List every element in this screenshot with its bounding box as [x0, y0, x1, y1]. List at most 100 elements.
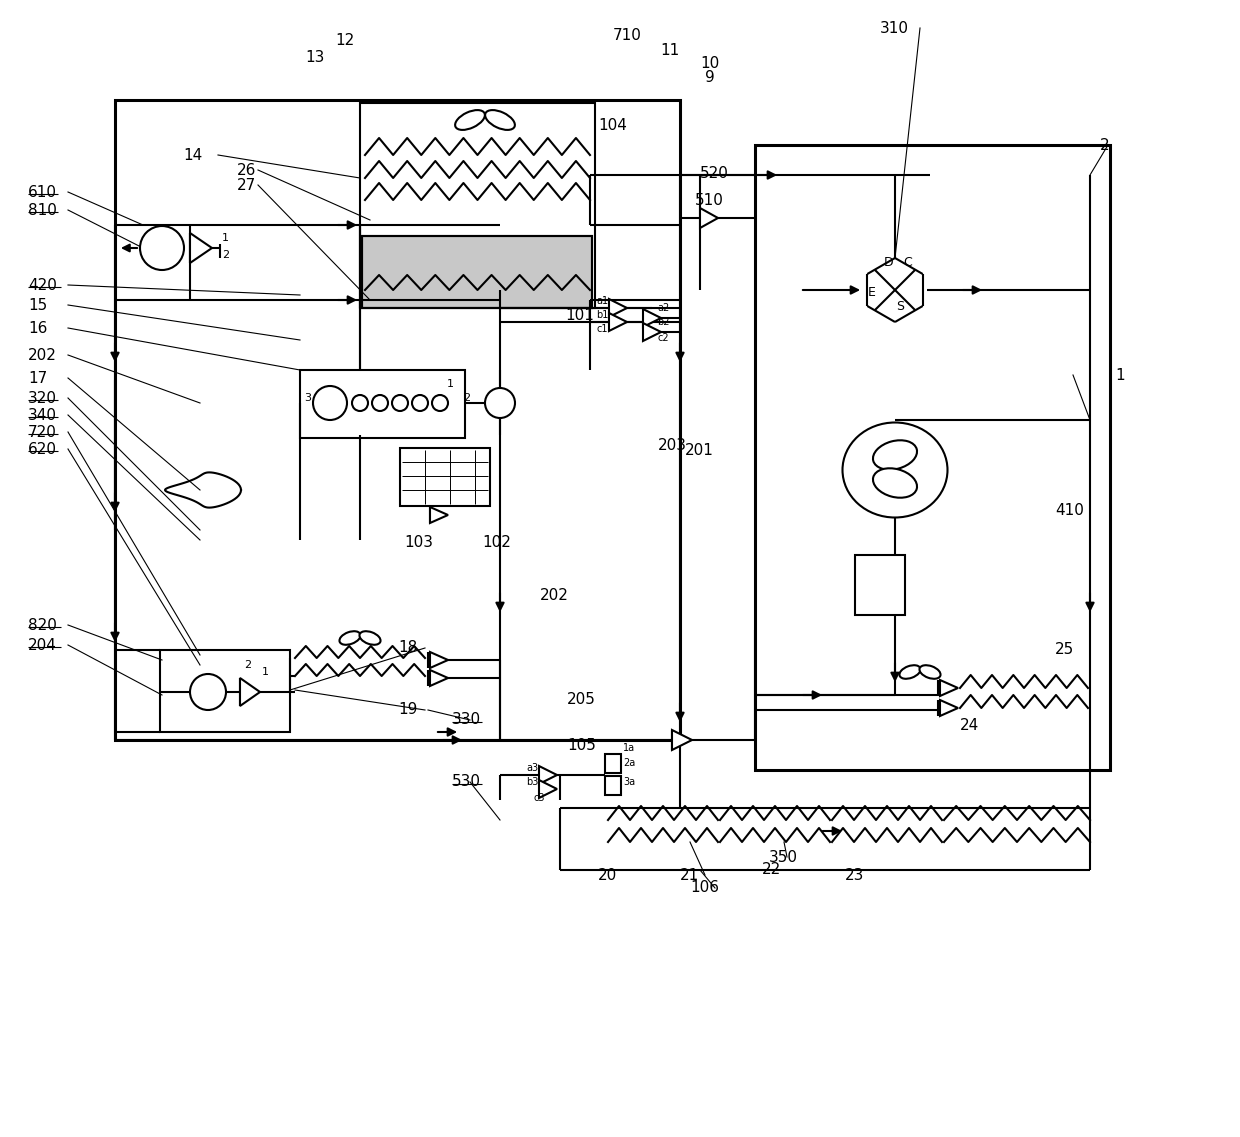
Text: a3: a3: [526, 763, 538, 773]
Text: 2a: 2a: [622, 758, 635, 767]
Polygon shape: [609, 313, 627, 331]
Text: c1: c1: [596, 324, 608, 334]
Text: 3: 3: [304, 393, 311, 402]
Circle shape: [190, 674, 226, 709]
Polygon shape: [430, 652, 448, 669]
Polygon shape: [539, 766, 557, 785]
Text: 27: 27: [237, 177, 257, 192]
Text: 310: 310: [880, 20, 909, 35]
Text: 104: 104: [598, 117, 627, 133]
Ellipse shape: [455, 110, 485, 130]
Text: C: C: [903, 256, 911, 268]
Text: 320: 320: [29, 390, 57, 406]
Text: 22: 22: [763, 863, 781, 878]
Text: 24: 24: [960, 717, 980, 732]
Circle shape: [140, 226, 184, 269]
Polygon shape: [672, 730, 692, 750]
Text: 14: 14: [184, 148, 202, 163]
Ellipse shape: [873, 468, 918, 498]
Text: b2: b2: [657, 317, 670, 327]
Text: S: S: [897, 299, 904, 313]
Text: 16: 16: [29, 321, 47, 335]
Text: 13: 13: [305, 50, 325, 65]
Circle shape: [372, 395, 388, 410]
Circle shape: [485, 388, 515, 418]
Text: 203: 203: [658, 438, 687, 453]
Text: 610: 610: [29, 184, 57, 199]
Text: 202: 202: [539, 588, 569, 603]
Text: 101: 101: [565, 307, 594, 323]
Bar: [160, 650, 290, 732]
Text: 2: 2: [1100, 138, 1110, 152]
Text: 350: 350: [769, 849, 799, 864]
Text: 810: 810: [29, 202, 57, 217]
Text: 510: 510: [694, 192, 724, 207]
Circle shape: [352, 395, 368, 410]
Text: 11: 11: [660, 42, 680, 58]
Text: 26: 26: [237, 163, 257, 177]
Text: 20: 20: [598, 868, 618, 882]
Text: 820: 820: [29, 617, 57, 632]
Text: 1: 1: [446, 379, 454, 389]
Bar: [401, 448, 490, 506]
Circle shape: [392, 395, 408, 410]
Text: 340: 340: [29, 407, 57, 423]
Text: 1: 1: [262, 667, 269, 677]
Circle shape: [312, 385, 347, 420]
Bar: [755, 146, 1110, 770]
Polygon shape: [190, 233, 212, 263]
Text: 21: 21: [680, 868, 699, 882]
Text: 25: 25: [1055, 642, 1074, 657]
Text: 102: 102: [482, 534, 511, 549]
Text: 18: 18: [398, 640, 417, 656]
Text: 15: 15: [29, 298, 47, 313]
Ellipse shape: [485, 110, 515, 130]
Text: 1a: 1a: [622, 742, 635, 753]
Ellipse shape: [920, 665, 940, 679]
Ellipse shape: [873, 440, 918, 470]
Circle shape: [412, 395, 428, 410]
Text: 330: 330: [453, 713, 481, 728]
Text: 1: 1: [1115, 367, 1125, 382]
Text: 10: 10: [701, 56, 719, 70]
Text: 17: 17: [29, 371, 47, 385]
Polygon shape: [430, 507, 448, 523]
Bar: [605, 775, 621, 795]
Bar: [856, 555, 905, 615]
Text: 520: 520: [701, 166, 729, 181]
Text: 710: 710: [613, 27, 642, 42]
Text: 19: 19: [398, 703, 418, 717]
Polygon shape: [539, 780, 557, 798]
Text: 202: 202: [29, 348, 57, 363]
Ellipse shape: [360, 631, 381, 645]
Text: 530: 530: [453, 774, 481, 789]
Text: 105: 105: [567, 738, 596, 753]
Text: 720: 720: [29, 424, 57, 440]
Text: 410: 410: [1055, 503, 1084, 517]
Polygon shape: [241, 678, 260, 706]
Polygon shape: [430, 670, 448, 686]
Text: c2: c2: [657, 333, 668, 343]
Bar: [362, 236, 591, 308]
Bar: [360, 103, 595, 308]
Text: a2: a2: [657, 302, 670, 313]
Text: b3: b3: [526, 777, 538, 787]
Text: 420: 420: [29, 277, 57, 292]
Text: 620: 620: [29, 441, 57, 456]
Text: D: D: [884, 256, 894, 268]
Ellipse shape: [340, 631, 361, 645]
Text: c3: c3: [533, 792, 544, 803]
Polygon shape: [701, 208, 718, 229]
Text: 1: 1: [222, 233, 229, 243]
Text: 2: 2: [463, 393, 470, 402]
Text: 204: 204: [29, 638, 57, 653]
Text: 9: 9: [706, 69, 714, 84]
Text: 103: 103: [404, 534, 433, 549]
Polygon shape: [940, 700, 959, 716]
Text: 106: 106: [689, 880, 719, 896]
Bar: [362, 236, 591, 308]
Polygon shape: [940, 680, 959, 696]
Circle shape: [432, 395, 448, 410]
Text: 205: 205: [567, 692, 596, 707]
Text: 23: 23: [844, 868, 864, 882]
